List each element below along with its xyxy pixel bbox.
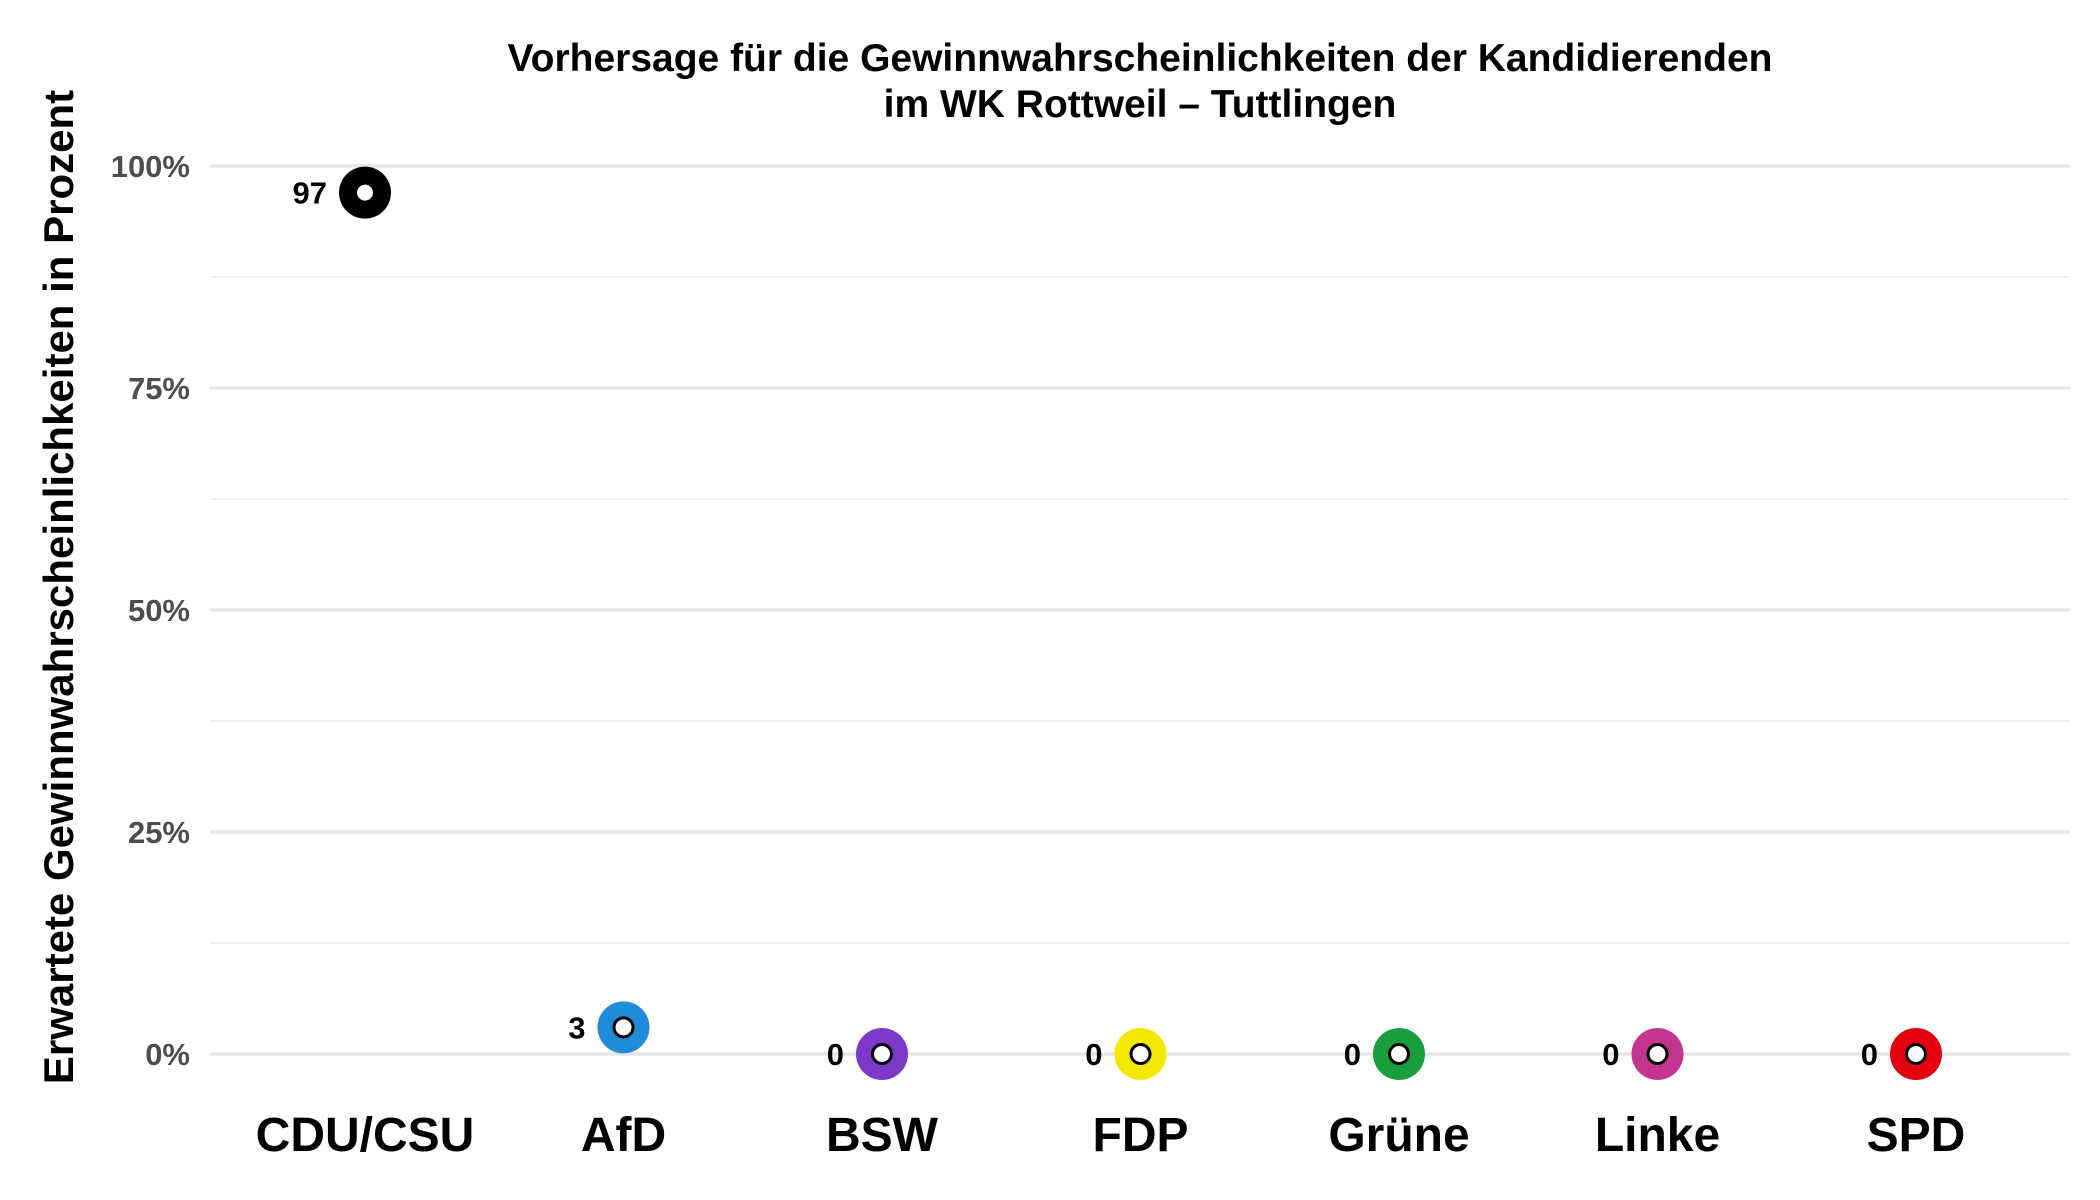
data-point [339,166,391,219]
y-axis-ticks: 0% 25% 50% 75% 100% [111,149,190,1072]
y-tick-label: 75% [128,371,190,406]
data-label: 0 [827,1037,844,1072]
data-label: 97 [293,176,327,211]
point-center [354,181,376,204]
data-label: 0 [1344,1037,1361,1072]
data-labels: 97 3 0 0 0 0 0 [293,176,1878,1072]
x-tick-label: AfD [581,1109,666,1162]
data-point [597,1001,650,1054]
x-tick-label: Grüne [1328,1109,1469,1162]
grid [210,164,2070,1056]
y-tick-label: 25% [128,815,190,850]
data-point [1631,1028,1684,1080]
y-tick-label: 0% [145,1037,190,1072]
y-tick-label: 50% [128,593,190,628]
y-tick-label: 100% [111,149,190,184]
point-center [612,1016,635,1039]
y-axis-label: Erwartete Gewinnwahrscheinlichkeiten in … [35,90,82,1084]
data-label: 0 [1602,1037,1619,1072]
data-point [1114,1028,1167,1080]
point-center [871,1043,893,1065]
chart-title: Vorhersage für die Gewinnwahrscheinlichk… [508,37,1773,80]
data-point [856,1028,908,1080]
x-tick-label: Linke [1595,1109,1720,1162]
x-tick-label: FDP [1093,1109,1189,1162]
data-point [1373,1028,1425,1080]
data-label: 3 [568,1010,585,1045]
x-tick-label: BSW [826,1109,939,1162]
x-tick-label: SPD [1867,1109,1966,1162]
x-tick-label: CDU/CSU [256,1109,475,1162]
point-center [1388,1043,1410,1065]
point-center [1646,1043,1669,1065]
point-center [1129,1043,1152,1065]
data-point [1890,1028,1942,1080]
data-points [339,166,1942,1080]
chart-subtitle: im WK Rottweil – Tuttlingen [884,83,1397,126]
data-label: 0 [1085,1037,1102,1072]
point-center [1905,1043,1927,1065]
x-axis-ticks: CDU/CSU AfD BSW FDP Grüne Linke SPD [256,1109,1966,1162]
data-label: 0 [1861,1037,1878,1072]
